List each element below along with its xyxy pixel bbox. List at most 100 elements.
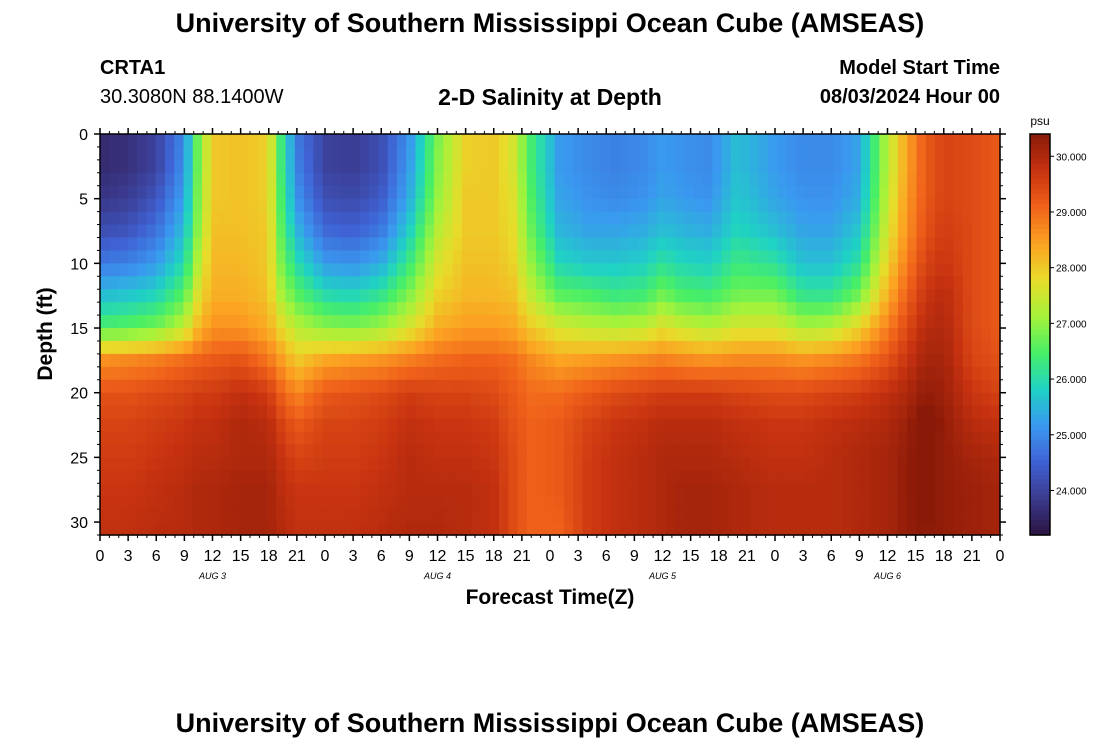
heatmap-cell (823, 276, 834, 290)
heatmap-cell (174, 405, 185, 420)
heatmap-cell (471, 198, 482, 213)
heatmap-cell (888, 134, 899, 148)
heatmap-cell (721, 470, 732, 484)
heatmap-cell (508, 353, 519, 368)
heatmap-cell (554, 353, 565, 368)
heatmap-cell (331, 302, 342, 316)
heatmap-cell (461, 211, 472, 226)
heatmap-cell (155, 366, 166, 381)
heatmap-cell (795, 250, 806, 264)
heatmap-cell (591, 522, 602, 536)
heatmap-cell (434, 211, 444, 226)
heatmap-cell (155, 470, 166, 484)
heatmap-cell (443, 263, 454, 277)
heatmap-cell (879, 146, 890, 161)
heatmap-cell (257, 392, 268, 407)
heatmap-cell (100, 289, 110, 303)
heatmap-cell (146, 172, 157, 187)
heatmap-cell (990, 224, 1001, 239)
heatmap-cell (211, 159, 222, 174)
heatmap-cell (563, 353, 574, 368)
heatmap-cell (832, 431, 843, 446)
heatmap-cell (777, 431, 788, 446)
heatmap-cell (276, 198, 287, 213)
heatmap-cell (851, 250, 862, 264)
heatmap-cell (786, 353, 797, 368)
heatmap-cell (183, 405, 194, 420)
heatmap-cell (202, 146, 212, 161)
heatmap-cell (350, 431, 361, 446)
heatmap-cell (907, 315, 918, 329)
heatmap-cell (471, 211, 482, 226)
heatmap-cell (267, 444, 277, 458)
heatmap-cell (369, 457, 379, 471)
heatmap-cell (610, 379, 621, 394)
heatmap-cell (860, 134, 871, 148)
heatmap-cell (257, 185, 268, 200)
heatmap-cell (990, 328, 1001, 342)
heatmap-cell (795, 146, 806, 161)
heatmap-cell (888, 483, 899, 497)
heatmap-cell (109, 159, 120, 174)
heatmap-cell (331, 185, 342, 200)
heatmap-cell (508, 444, 519, 458)
heatmap-cell (638, 483, 649, 497)
heatmap-cell (508, 483, 519, 497)
heatmap-cell (582, 379, 593, 394)
heatmap-cell (359, 340, 370, 355)
heatmap-cell (888, 224, 899, 239)
heatmap-cell (730, 431, 741, 446)
heatmap-cell (109, 289, 120, 303)
heatmap-cell (498, 418, 509, 433)
heatmap-cell (341, 392, 352, 407)
heatmap-cell (805, 457, 816, 471)
heatmap-cell (582, 366, 593, 381)
heatmap-cell (183, 224, 194, 239)
heatmap-cell (322, 185, 333, 200)
heatmap-cell (276, 366, 287, 381)
heatmap-cell (758, 340, 769, 355)
heatmap-cell (990, 392, 1001, 407)
heatmap-cell (508, 340, 519, 355)
heatmap-cell (842, 366, 853, 381)
heatmap-cell (341, 470, 352, 484)
heatmap-cell (146, 509, 157, 523)
heatmap-cell (146, 289, 157, 303)
heatmap-cell (814, 198, 825, 213)
colorbar-segment (1030, 399, 1050, 406)
heatmap-cell (786, 263, 797, 277)
heatmap-cell (489, 159, 500, 174)
heatmap-cell (712, 302, 723, 316)
heatmap-cell (953, 431, 964, 446)
heatmap-cell (712, 198, 723, 213)
heatmap-cell (313, 224, 324, 239)
heatmap-cell (331, 457, 342, 471)
heatmap-cell (665, 146, 676, 161)
heatmap-cell (359, 198, 370, 213)
heatmap-cell (573, 431, 584, 446)
heatmap-cell (610, 392, 621, 407)
heatmap-cell (870, 315, 880, 329)
heatmap-cell (480, 172, 491, 187)
heatmap-cell (842, 289, 853, 303)
heatmap-cell (536, 496, 546, 510)
heatmap-cell (647, 198, 658, 213)
heatmap-cell (155, 302, 166, 316)
heatmap-cell (638, 496, 649, 510)
heatmap-cell (396, 263, 407, 277)
heatmap-cell (805, 146, 816, 161)
heatmap-cell (591, 224, 602, 239)
heatmap-cell (610, 276, 621, 290)
heatmap-cell (897, 509, 908, 523)
heatmap-cell (285, 418, 296, 433)
heatmap-cell (155, 185, 166, 200)
heatmap-cell (573, 276, 584, 290)
heatmap-cell (842, 172, 853, 187)
heatmap-cell (202, 134, 212, 148)
heatmap-cell (183, 276, 194, 290)
heatmap-cell (897, 496, 908, 510)
heatmap-cell (675, 263, 686, 277)
heatmap-cell (508, 470, 519, 484)
heatmap-cell (183, 134, 194, 148)
heatmap-cell (257, 224, 268, 239)
